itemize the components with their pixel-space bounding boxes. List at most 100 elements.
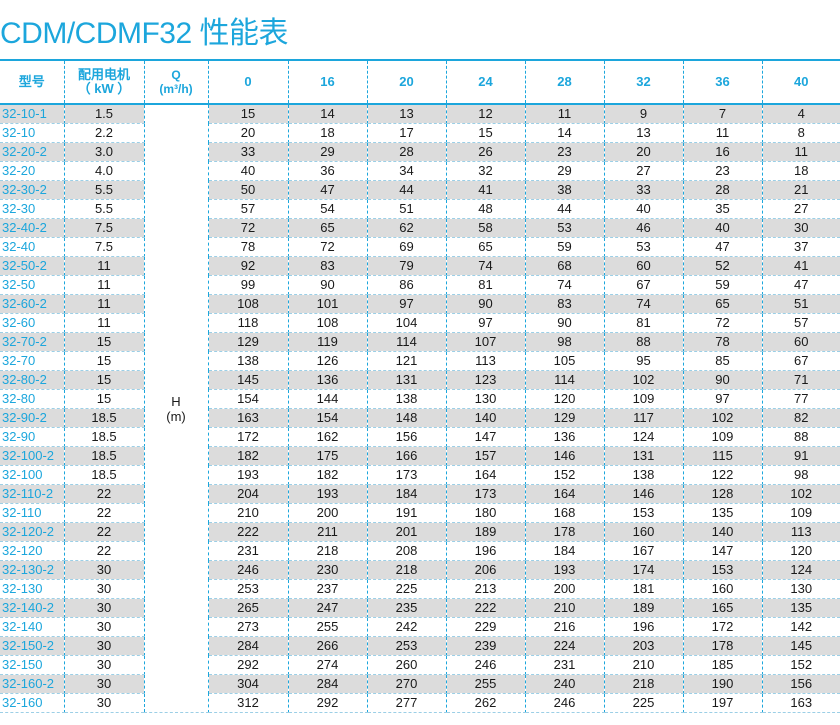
model-cell: 32-50	[0, 275, 65, 295]
head-value-cell: 98	[525, 332, 605, 352]
flow-value-header: 40	[762, 59, 840, 105]
head-value-cell: 304	[208, 674, 289, 694]
head-value-cell: 240	[525, 674, 605, 694]
head-value-cell: 105	[525, 351, 605, 371]
head-value-cell: 11	[762, 142, 840, 162]
head-value-cell: 67	[762, 351, 840, 371]
motor-power-cell: 22	[64, 541, 145, 561]
head-value-cell: 44	[525, 199, 605, 219]
head-value-cell: 90	[683, 370, 763, 390]
head-value-cell: 225	[367, 579, 447, 599]
head-value-cell: 16	[683, 142, 763, 162]
head-value-cell: 260	[367, 655, 447, 675]
table-row: 32-150 30 292 274 260 246 231 210 185 152	[0, 655, 840, 675]
flow-column-header: Q (m³/h)	[144, 59, 209, 105]
head-value-cell: 144	[288, 389, 368, 409]
head-value-cell: 266	[288, 636, 368, 656]
head-value-cell: 72	[683, 313, 763, 333]
head-value-cell: 138	[367, 389, 447, 409]
motor-power-cell: 3.0	[64, 142, 145, 162]
head-value-cell: 180	[446, 503, 526, 523]
head-value-cell: 239	[446, 636, 526, 656]
head-value-cell: 246	[208, 560, 289, 580]
model-cell: 32-110	[0, 503, 65, 523]
head-value-cell: 44	[367, 180, 447, 200]
head-value-cell: 193	[288, 484, 368, 504]
head-value-cell: 138	[208, 351, 289, 371]
head-value-cell: 121	[367, 351, 447, 371]
table-row: 32-160 30 312 292 277 262 246 225 197 163	[0, 693, 840, 713]
head-value-cell: 126	[288, 351, 368, 371]
head-value-cell: 15	[446, 123, 526, 143]
head-value-cell: 88	[762, 427, 840, 447]
table-row: 32-30-2 5.5 50 47 44 41 38 33 28 21	[0, 180, 840, 200]
head-value-cell: 59	[683, 275, 763, 295]
head-value-cell: 69	[367, 237, 447, 257]
model-cell: 32-160-2	[0, 674, 65, 694]
motor-power-cell: 11	[64, 313, 145, 333]
table-row: 32-30 5.5 57 54 51 48 44 40 35 27	[0, 199, 840, 219]
head-value-cell: 167	[604, 541, 684, 561]
head-value-cell: 92	[208, 256, 289, 276]
head-value-cell: 208	[367, 541, 447, 561]
table-row: 32-40 7.5 78 72 69 65 59 53 47 37	[0, 237, 840, 257]
head-value-cell: 33	[604, 180, 684, 200]
head-value-cell: 74	[604, 294, 684, 314]
head-value-cell: 131	[367, 370, 447, 390]
head-value-cell: 9	[604, 104, 684, 124]
head-value-cell: 47	[288, 180, 368, 200]
head-value-cell: 196	[446, 541, 526, 561]
head-value-cell: 78	[208, 237, 289, 257]
motor-power-cell: 5.5	[64, 199, 145, 219]
head-value-cell: 117	[604, 408, 684, 428]
table-row: 32-160-2 30 304 284 270 255 240 218 190 156	[0, 674, 840, 694]
head-value-cell: 95	[604, 351, 684, 371]
head-value-cell: 189	[604, 598, 684, 618]
flow-value-header: 0	[208, 59, 289, 105]
head-unit: (m)	[166, 408, 186, 424]
table-row: 32-130 30 253 237 225 213 200 181 160 130	[0, 579, 840, 599]
head-value-cell: 255	[446, 674, 526, 694]
model-cell: 32-110-2	[0, 484, 65, 504]
head-value-cell: 184	[525, 541, 605, 561]
head-value-cell: 104	[367, 313, 447, 333]
head-value-cell: 23	[683, 161, 763, 181]
model-cell: 32-100-2	[0, 446, 65, 466]
head-value-cell: 35	[683, 199, 763, 219]
head-value-cell: 13	[367, 104, 447, 124]
head-value-cell: 147	[446, 427, 526, 447]
head-value-cell: 146	[525, 446, 605, 466]
head-value-cell: 156	[762, 674, 840, 694]
head-value-cell: 142	[762, 617, 840, 637]
head-value-cell: 90	[446, 294, 526, 314]
head-value-cell: 34	[367, 161, 447, 181]
head-value-cell: 91	[762, 446, 840, 466]
head-value-cell: 20	[208, 123, 289, 143]
head-value-cell: 113	[446, 351, 526, 371]
model-cell: 32-90	[0, 427, 65, 447]
head-value-cell: 203	[604, 636, 684, 656]
motor-power-cell: 1.5	[64, 104, 145, 124]
head-value-cell: 172	[208, 427, 289, 447]
motor-power-cell: 4.0	[64, 161, 145, 181]
table-row: 32-120 22 231 218 208 196 184 167 147 120	[0, 541, 840, 561]
head-value-cell: 213	[446, 579, 526, 599]
head-value-cell: 218	[288, 541, 368, 561]
head-value-cell: 28	[683, 180, 763, 200]
head-value-cell: 136	[525, 427, 605, 447]
table-row: 32-10-1 1.5 H (m) 15 14 13 12 11 9 7 4	[0, 104, 840, 713]
motor-header-label: 配用电机	[77, 67, 130, 82]
model-cell: 32-60	[0, 313, 65, 333]
table-row: 32-140 30 273 255 242 229 216 196 172 142	[0, 617, 840, 637]
head-value-cell: 138	[604, 465, 684, 485]
head-value-cell: 97	[446, 313, 526, 333]
head-value-cell: 88	[604, 332, 684, 352]
head-value-cell: 79	[367, 256, 447, 276]
head-value-cell: 72	[208, 218, 289, 238]
head-value-cell: 216	[525, 617, 605, 637]
head-value-cell: 164	[446, 465, 526, 485]
head-value-cell: 246	[525, 693, 605, 713]
head-value-cell: 26	[446, 142, 526, 162]
head-value-cell: 277	[367, 693, 447, 713]
model-cell: 32-120-2	[0, 522, 65, 542]
